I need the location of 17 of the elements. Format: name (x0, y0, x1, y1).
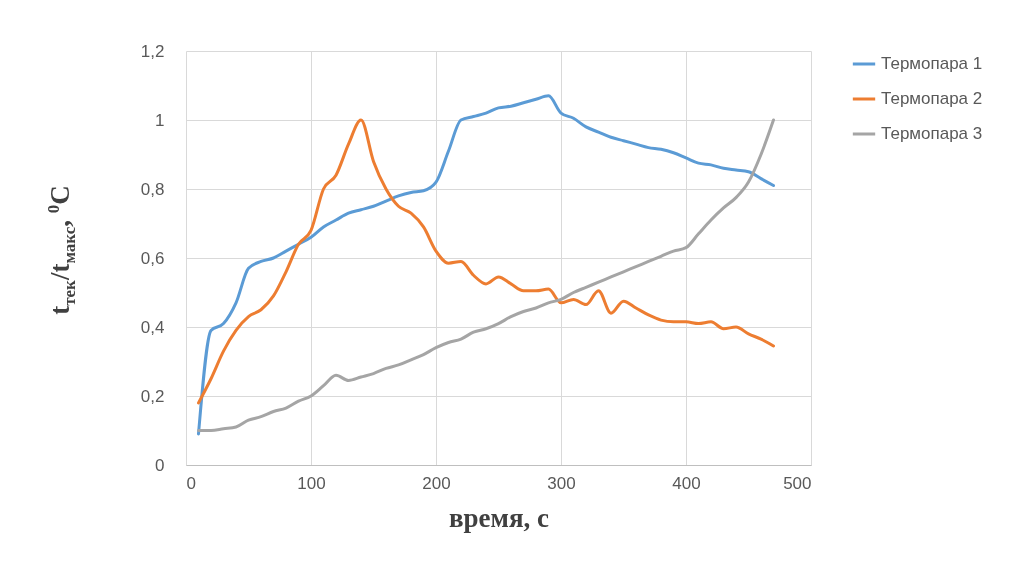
x-tick-label: 0 (186, 473, 196, 493)
y-tick-label: 0,8 (140, 179, 165, 199)
x-tick-label: 300 (547, 473, 576, 493)
y-tick-label: 0 (155, 455, 165, 475)
x-tick-label: 500 (783, 473, 812, 493)
x-tick-label: 100 (297, 473, 326, 493)
legend-label: Термопара 2 (881, 89, 983, 108)
legend-label: Термопара 1 (881, 54, 983, 73)
y-tick-label: 0,4 (140, 317, 165, 337)
x-tick-label: 200 (422, 473, 451, 493)
x-axis-title: время, с (448, 502, 550, 533)
y-tick-label: 0,6 (140, 248, 165, 268)
y-tick-label: 1 (155, 110, 165, 130)
x-tick-label: 400 (672, 473, 701, 493)
y-tick-label: 0,2 (140, 386, 165, 406)
y-tick-label: 1,2 (140, 41, 165, 61)
legend-label: Термопара 3 (881, 124, 983, 143)
